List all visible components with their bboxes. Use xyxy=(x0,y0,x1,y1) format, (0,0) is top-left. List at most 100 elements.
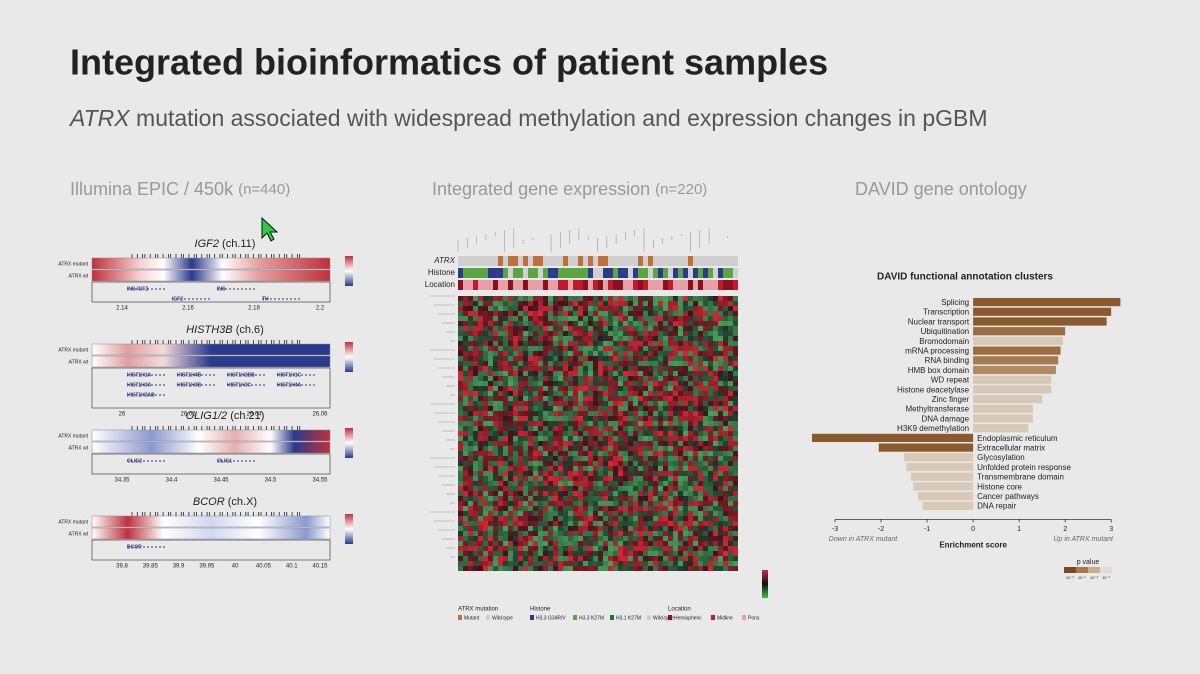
heatmap-cell xyxy=(553,411,558,416)
heatmap-cell xyxy=(588,376,593,381)
annotation-cell xyxy=(693,256,698,266)
heatmap-cell xyxy=(593,566,598,571)
heatmap-cell xyxy=(628,306,633,311)
heatmap-cell xyxy=(523,316,528,321)
heatmap-cell xyxy=(698,361,703,366)
heatmap-cell xyxy=(633,526,638,531)
heatmap-cell xyxy=(613,506,618,511)
heatmap-cell xyxy=(498,371,503,376)
heatmap-cell xyxy=(528,386,533,391)
heatmap-cell xyxy=(463,366,468,371)
heatmap-cell xyxy=(518,421,523,426)
bar xyxy=(878,443,974,452)
heatmap-cell xyxy=(703,401,708,406)
heatmap-cell xyxy=(523,341,528,346)
heatmap-cell xyxy=(518,451,523,456)
heatmap-cell xyxy=(478,566,483,571)
heatmap-cell xyxy=(653,356,658,361)
heatmap-cell xyxy=(528,476,533,481)
heatmap-cell xyxy=(533,496,538,501)
heatmap-cell xyxy=(628,501,633,506)
heatmap-cell xyxy=(693,416,698,421)
heatmap-cell xyxy=(623,466,628,471)
heatmap-cell xyxy=(623,486,628,491)
heatmap-cell xyxy=(498,421,503,426)
heatmap-cell xyxy=(513,551,518,556)
heatmap-cell xyxy=(483,556,488,561)
heatmap-cell xyxy=(708,306,713,311)
heatmap-cell xyxy=(623,556,628,561)
heatmap-cell xyxy=(583,366,588,371)
heatmap-cell xyxy=(673,371,678,376)
heatmap-cell xyxy=(493,446,498,451)
legend-swatch xyxy=(668,615,672,620)
heatmap-cell xyxy=(643,296,648,301)
position-label: 26.06 xyxy=(312,412,328,418)
annotation-label: Location xyxy=(425,280,455,289)
heatmap-cell xyxy=(463,486,468,491)
heatmap-cell xyxy=(688,421,693,426)
heatmap-cell xyxy=(548,346,553,351)
annotation-label: ATRX xyxy=(433,256,455,265)
heatmap-cell xyxy=(468,346,473,351)
heatmap-cell xyxy=(613,446,618,451)
heatmap-cell xyxy=(693,406,698,411)
heatmap-cell xyxy=(478,401,483,406)
heatmap-cell xyxy=(548,411,553,416)
heatmap-cell xyxy=(698,421,703,426)
heatmap-cell xyxy=(513,461,518,466)
heatmap-cell xyxy=(538,341,543,346)
heatmap-cell xyxy=(698,326,703,331)
heatmap-cell xyxy=(663,496,668,501)
heatmap-cell xyxy=(528,526,533,531)
heatmap-cell xyxy=(483,506,488,511)
annotation-cell xyxy=(563,256,568,266)
heatmap-cell xyxy=(493,511,498,516)
heatmap-cell xyxy=(668,541,673,546)
heatmap-cell xyxy=(688,526,693,531)
heatmap-cell xyxy=(583,296,588,301)
heatmap-cell xyxy=(688,456,693,461)
heatmap-cell xyxy=(728,391,733,396)
heatmap-cell xyxy=(728,311,733,316)
heatmap-cell xyxy=(723,561,728,566)
heatmap-cell xyxy=(578,386,583,391)
heatmap-cell xyxy=(718,496,723,501)
heatmap-cell xyxy=(498,436,503,441)
heatmap-cell xyxy=(663,471,668,476)
heatmap-cell xyxy=(718,541,723,546)
heatmap-cell xyxy=(583,446,588,451)
heatmap-cell xyxy=(708,346,713,351)
heatmap-cell xyxy=(643,366,648,371)
heatmap-cell xyxy=(728,421,733,426)
heatmap-cell xyxy=(628,351,633,356)
heatmap-cell xyxy=(683,396,688,401)
heatmap-cell xyxy=(478,521,483,526)
heatmap-cell xyxy=(723,301,728,306)
heatmap-cell xyxy=(558,411,563,416)
heatmap-cell xyxy=(548,476,553,481)
heatmap-cell xyxy=(598,531,603,536)
heatmap-cell xyxy=(668,521,673,526)
heatmap-cell xyxy=(658,521,663,526)
heatmap-cell xyxy=(553,546,558,551)
heatmap-cell xyxy=(543,426,548,431)
heatmap-cell xyxy=(688,516,693,521)
heatmap-cell xyxy=(548,381,553,386)
heatmap-cell xyxy=(733,411,738,416)
annotation-cell xyxy=(483,256,488,266)
heatmap-cell xyxy=(508,446,513,451)
heatmap-cell xyxy=(488,511,493,516)
heatmap-cell xyxy=(623,371,628,376)
heatmap-cell xyxy=(648,506,653,511)
heatmap-cell xyxy=(508,491,513,496)
heatmap-cell xyxy=(623,461,628,466)
heatmap-cell xyxy=(463,361,468,366)
heatmap-cell xyxy=(728,426,733,431)
heatmap-cell xyxy=(523,461,528,466)
heatmap-cell xyxy=(673,336,678,341)
heatmap-cell xyxy=(728,301,733,306)
heatmap-cell xyxy=(483,326,488,331)
heatmap-cell xyxy=(553,441,558,446)
heatmap-cell xyxy=(638,326,643,331)
